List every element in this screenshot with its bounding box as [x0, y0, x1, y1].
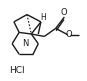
Text: HCl: HCl: [10, 66, 25, 75]
Text: O: O: [66, 30, 72, 39]
Text: O: O: [60, 8, 67, 17]
Text: H: H: [40, 12, 46, 22]
Text: N: N: [22, 39, 29, 48]
